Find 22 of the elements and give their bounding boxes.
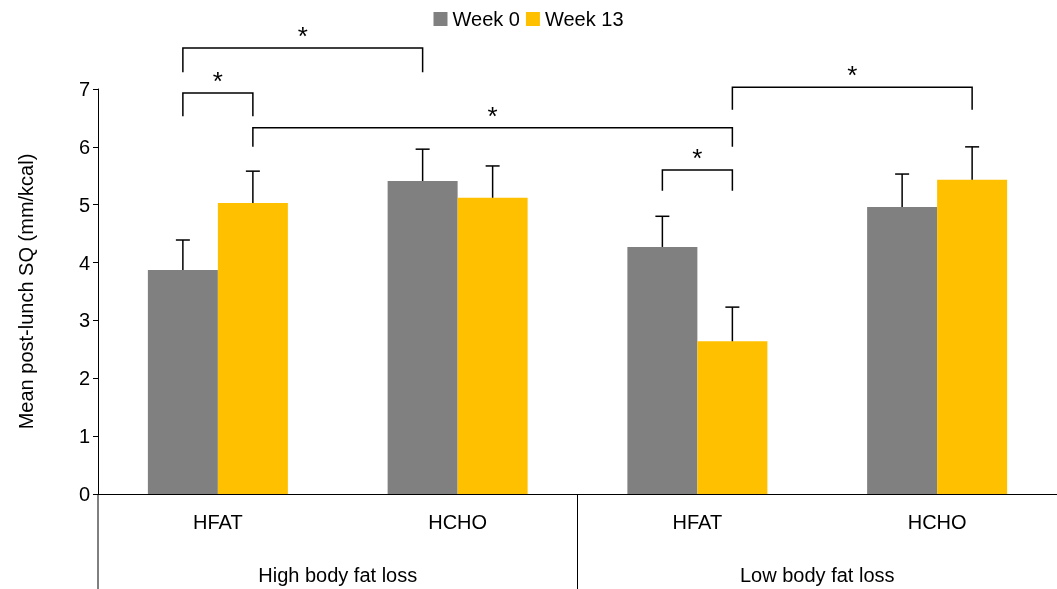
text: Low body fat loss (739, 564, 895, 586)
y-axis-title: Mean post-lunch SQ (mm/kcal) (15, 153, 37, 430)
annotation: * (487, 100, 498, 131)
y-tick-label: 4 (78, 251, 90, 274)
annotation: * (212, 66, 223, 97)
y-tick-label: 0 (78, 483, 90, 505)
annotation: * (847, 60, 858, 91)
y-tick-label: 2 (78, 367, 90, 390)
y-tick-label: 3 (78, 309, 90, 332)
text: High body fat loss (258, 564, 418, 586)
y-tick-label: 5 (78, 193, 90, 216)
text: * (297, 20, 308, 51)
x-tick-label: HFAT (672, 511, 723, 533)
x-tick-label: HCHO (907, 511, 967, 533)
y-tick-label: 1 (78, 425, 90, 448)
y-tick-label: 7 (78, 78, 90, 100)
legend-label: Week 13 (544, 8, 624, 30)
x-tick-label: HCHO (428, 511, 488, 533)
y-tick-label: 6 (78, 135, 90, 158)
legend-label: Week 0 (452, 8, 520, 30)
x-tick-label: HFAT (193, 511, 243, 533)
annotation: * (692, 143, 703, 173)
